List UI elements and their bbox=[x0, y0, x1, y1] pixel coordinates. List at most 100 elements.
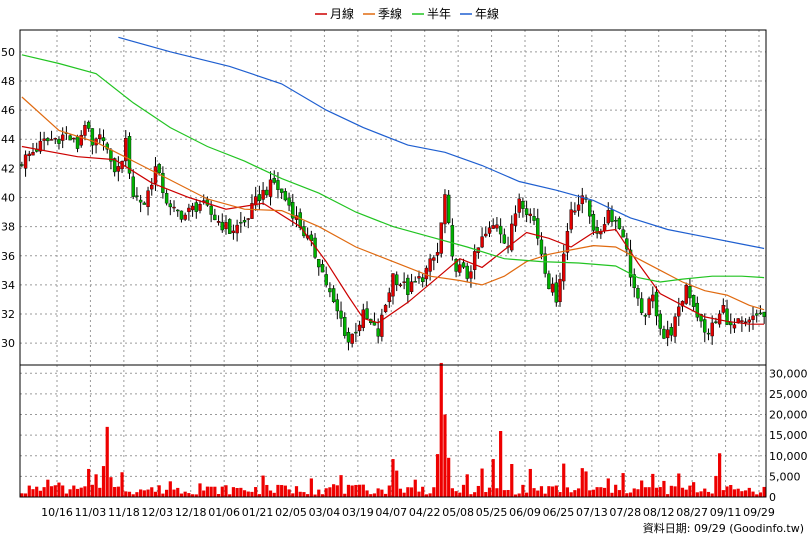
volume-bar bbox=[495, 488, 499, 497]
candle-body bbox=[328, 288, 332, 293]
volume-bar bbox=[558, 492, 562, 497]
volume-bar bbox=[621, 473, 625, 497]
volume-bar bbox=[432, 487, 436, 497]
candle-body bbox=[224, 222, 228, 230]
volume-bar bbox=[506, 489, 510, 497]
candle-body bbox=[150, 184, 154, 190]
candle-body bbox=[591, 213, 596, 231]
date-tick-label: 12/03 bbox=[141, 506, 173, 519]
volume-bar bbox=[105, 426, 109, 497]
candle-body bbox=[257, 194, 262, 201]
candle-body bbox=[57, 138, 61, 144]
candle-body bbox=[261, 189, 265, 200]
volume-bar bbox=[328, 487, 332, 497]
volume-bar bbox=[721, 490, 725, 497]
volume-bar bbox=[53, 485, 57, 497]
moving-average-line bbox=[21, 96, 765, 311]
volume-bars bbox=[20, 362, 766, 497]
candle-body bbox=[391, 273, 395, 297]
volume-bar bbox=[357, 484, 362, 497]
candle-body bbox=[610, 209, 614, 222]
volume-bar bbox=[194, 494, 198, 497]
volume-bar bbox=[458, 492, 462, 497]
volume-bar bbox=[450, 488, 454, 497]
volume-bar bbox=[614, 484, 618, 497]
volume-bar bbox=[142, 490, 146, 497]
candle-body bbox=[721, 305, 726, 313]
candle-body bbox=[725, 308, 729, 325]
volume-bar bbox=[487, 487, 492, 497]
volume-bar bbox=[139, 489, 143, 497]
volume-bar bbox=[617, 490, 621, 497]
volume-bar bbox=[335, 485, 339, 497]
candle-body bbox=[183, 214, 187, 220]
volume-bar bbox=[651, 473, 655, 497]
volume-bar bbox=[673, 486, 677, 497]
volume-bar bbox=[216, 494, 221, 497]
volume-bar bbox=[101, 466, 106, 497]
volume-bar bbox=[517, 493, 521, 497]
volume-bar bbox=[23, 493, 28, 497]
volume-bar bbox=[380, 489, 384, 497]
volume-bar bbox=[435, 454, 440, 497]
candle-body bbox=[406, 277, 410, 295]
volume-bar bbox=[658, 487, 662, 497]
candle-body bbox=[350, 333, 354, 344]
candle-body bbox=[628, 249, 633, 278]
volume-bar bbox=[68, 489, 72, 497]
candle-body bbox=[83, 124, 87, 136]
volume-tick-label: 0 bbox=[769, 491, 776, 504]
candle-body bbox=[187, 207, 191, 212]
volume-bar bbox=[692, 482, 696, 497]
candle-body bbox=[562, 253, 566, 282]
candle-body bbox=[691, 295, 696, 307]
volume-bar bbox=[42, 487, 46, 497]
candle-body bbox=[495, 224, 499, 229]
volume-bar bbox=[684, 489, 688, 497]
candle-body bbox=[127, 136, 132, 174]
volume-bar bbox=[398, 488, 403, 497]
candle-body bbox=[179, 210, 184, 220]
volume-bar bbox=[424, 494, 429, 497]
volume-bar bbox=[298, 491, 302, 497]
candle-body bbox=[543, 253, 547, 274]
candle-body bbox=[380, 314, 384, 337]
candle-body bbox=[502, 234, 507, 244]
volume-bar bbox=[383, 493, 388, 497]
volume-bar bbox=[625, 493, 629, 497]
volume-bar bbox=[510, 464, 514, 497]
volume-bar bbox=[313, 494, 317, 497]
candle-body bbox=[53, 138, 57, 140]
volume-bar bbox=[636, 489, 640, 497]
candle-body bbox=[242, 220, 247, 223]
moving-average-line bbox=[118, 36, 765, 250]
volume-bar bbox=[376, 488, 380, 497]
volume-bar bbox=[220, 486, 224, 497]
volume-bar bbox=[49, 486, 54, 497]
volume-bar bbox=[599, 487, 603, 497]
volume-bar bbox=[473, 492, 477, 497]
volume-bar bbox=[257, 494, 261, 497]
volume-bar bbox=[502, 490, 506, 497]
candle-body bbox=[595, 227, 599, 234]
candle-body bbox=[227, 219, 232, 234]
candle-body bbox=[524, 208, 529, 215]
candle-body bbox=[27, 153, 31, 156]
volume-bar bbox=[205, 486, 210, 497]
date-tick-label: 08/27 bbox=[676, 506, 708, 519]
volume-tick-label: 25,000 bbox=[769, 388, 808, 401]
candle-body bbox=[484, 233, 488, 237]
candle-body bbox=[658, 313, 662, 329]
candle-body bbox=[539, 239, 544, 255]
volume-bar bbox=[747, 487, 751, 497]
volume-bar bbox=[302, 492, 306, 497]
candle-body bbox=[521, 201, 525, 209]
volume-bar bbox=[580, 468, 584, 497]
candle-body bbox=[602, 224, 607, 232]
candle-body bbox=[487, 227, 492, 234]
candle-body bbox=[703, 319, 707, 333]
candle-body bbox=[747, 319, 751, 323]
volume-bar bbox=[161, 493, 165, 497]
volume-bar bbox=[562, 463, 566, 497]
candle-body bbox=[387, 292, 391, 303]
